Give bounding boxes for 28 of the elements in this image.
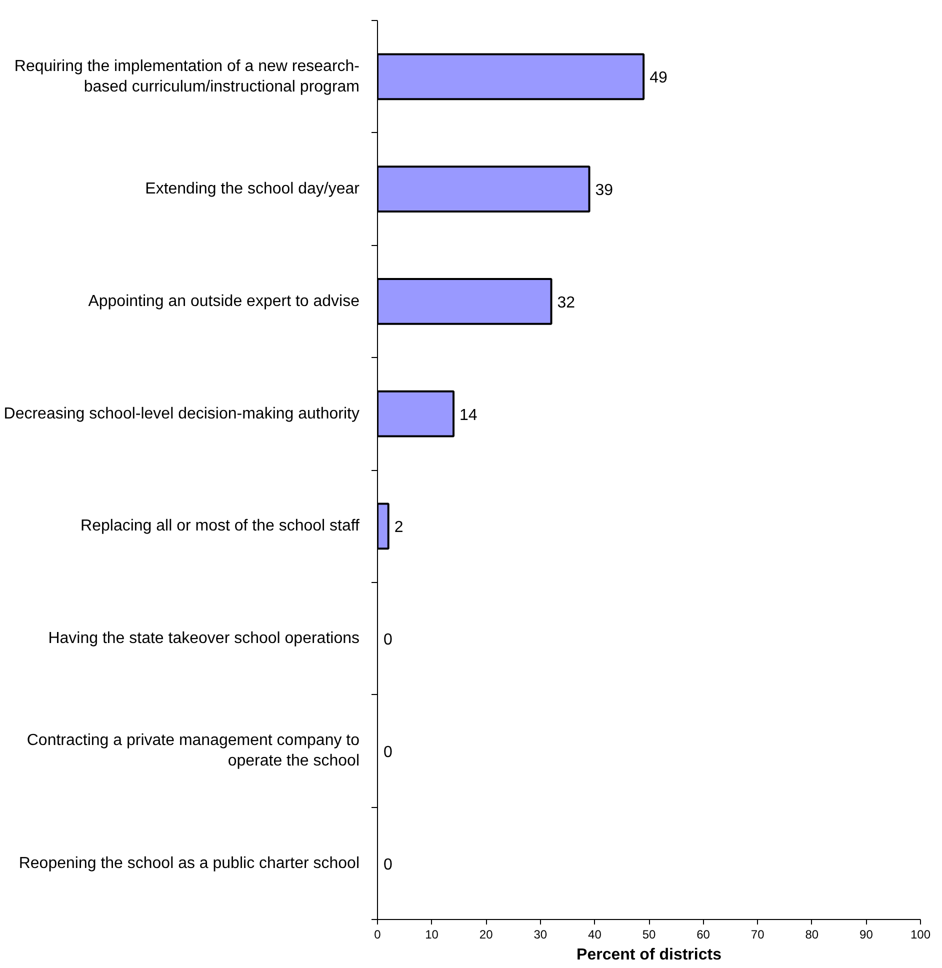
x-tick-label: 30: [534, 928, 548, 942]
x-tick-label: 80: [805, 928, 819, 942]
data-label: 32: [557, 294, 576, 312]
data-label: 2: [394, 519, 404, 536]
data-label: 14: [460, 406, 478, 424]
x-tick-label: 0: [374, 928, 382, 942]
y-tick-label: Having the state takeover school operations: [48, 630, 360, 648]
y-tick-label: Contracting a private management company to operate the school: [26, 732, 360, 770]
x-tick-label: 40: [588, 928, 602, 942]
y-tick-label: Requiring the implementation of a new research-based curriculum/instructional program: [14, 58, 360, 96]
x-tick-label: 70: [750, 928, 765, 942]
data-label: 0: [384, 856, 392, 874]
y-tick-label: Appointing an outside expert to advise: [88, 292, 360, 310]
y-tick-label: Decreasing school-level decision-making authority: [4, 405, 360, 422]
x-tick-label: 60: [696, 928, 710, 942]
data-label: 0: [384, 744, 392, 761]
data-label: 39: [595, 182, 614, 200]
x-tick-label: 20: [479, 928, 494, 942]
x-tick-label: 50: [642, 928, 656, 942]
data-label: 49: [650, 70, 668, 87]
x-tick-label: 10: [425, 928, 439, 942]
data-label: 0: [384, 632, 392, 649]
x-axis-title: Percent of districts: [576, 946, 722, 964]
x-tick-label: 100: [910, 928, 931, 942]
y-tick-label: Reopening the school as a public charter school: [18, 854, 360, 872]
y-tick-label: Replacing all or most of the school staff: [80, 518, 360, 535]
x-tick-label: 90: [860, 928, 874, 942]
y-tick-label: Extending the school day/year: [145, 180, 360, 198]
